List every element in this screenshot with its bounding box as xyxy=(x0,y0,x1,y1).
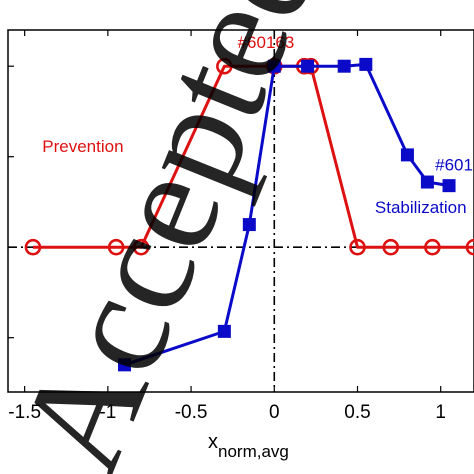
watermark-text: Accepted xyxy=(0,0,352,474)
point-prevention xyxy=(107,238,125,256)
point-stabilization xyxy=(301,59,315,73)
point-prevention xyxy=(465,238,474,256)
annotation-label: Stabilization xyxy=(375,198,467,217)
point-prevention xyxy=(382,238,400,256)
point-stabilization xyxy=(118,358,131,372)
x-tick-label: 0.5 xyxy=(344,402,370,423)
point-prevention xyxy=(216,57,233,75)
x-tick-label: -1.5 xyxy=(8,402,41,423)
plot-frame xyxy=(7,29,474,393)
x-tick-label: 1 xyxy=(435,402,446,423)
point-stabilization xyxy=(217,324,231,338)
annotation-label: #601 xyxy=(435,155,473,174)
point-stabilization xyxy=(442,179,456,193)
annotation-label: #60163 xyxy=(238,33,295,52)
point-stabilization xyxy=(337,59,351,73)
point-stabilization xyxy=(267,59,281,73)
axis-ticks: -1.5 -1 -0.5 0 0.5 1 xyxy=(8,30,446,423)
annotations: #60163 Prevention Stabilization #601 xyxy=(42,33,473,217)
x-tick-label: -0.5 xyxy=(175,402,208,423)
point-prevention xyxy=(424,238,441,256)
point-stabilization xyxy=(400,148,414,162)
point-stabilization xyxy=(359,57,373,71)
point-stabilization xyxy=(420,175,434,189)
point-prevention xyxy=(349,238,366,256)
x-tick-label: 0 xyxy=(269,402,280,423)
series-line-stabilization xyxy=(124,62,450,367)
series-layer xyxy=(24,57,474,372)
point-prevention xyxy=(132,238,150,256)
x-tick-label: -1 xyxy=(99,402,116,423)
point-stabilization xyxy=(242,218,256,232)
annotation-label: Prevention xyxy=(42,137,123,156)
x-axis-label: xnorm,avg xyxy=(208,431,289,461)
point-prevention xyxy=(24,238,42,256)
